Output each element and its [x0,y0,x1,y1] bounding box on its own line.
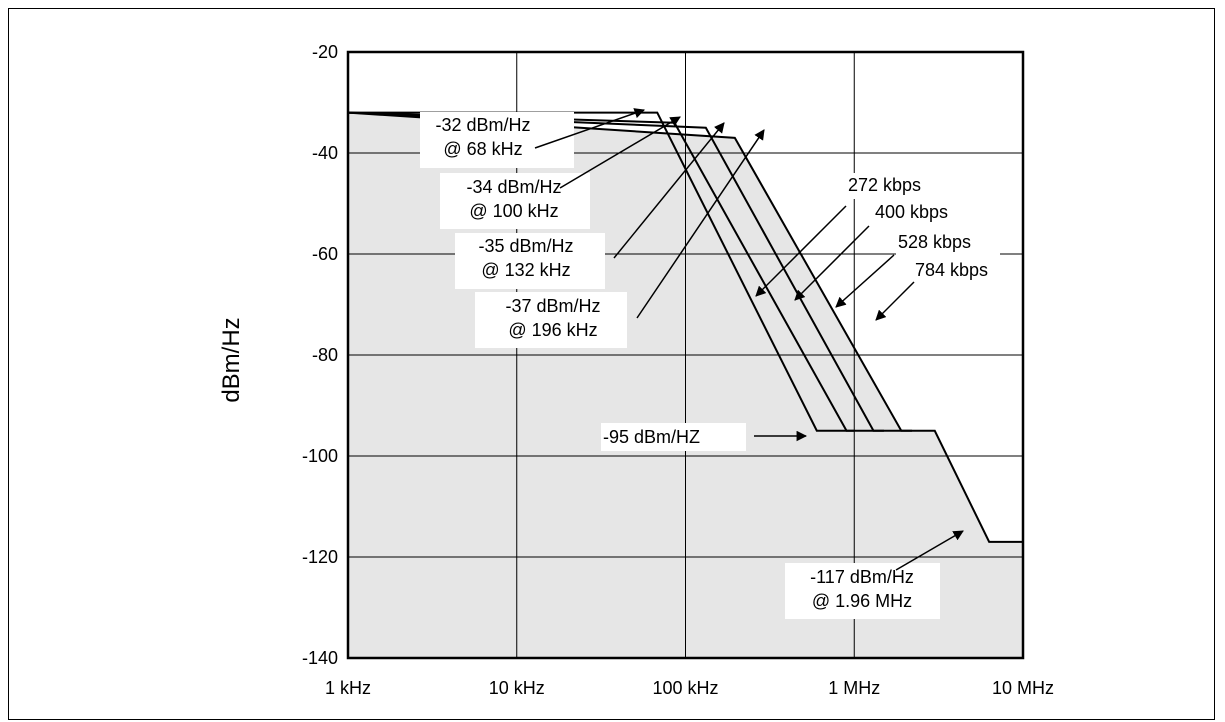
tick-layer: 1 kHz 10 kHz 100 kHz 1 MHz 10 MHz -20 -40 -60 -8… [302,42,1054,698]
annotation-layer: -32 dBm/Hz@ 68 kHz-34 dBm/Hz@ 100 kHz-35… [420,108,1017,619]
annotation-5: -95 dBm/HZ [601,423,808,451]
annotation-6: -117 dBm/Hz @ 1.96 MHz [785,530,964,619]
annotation-box [896,230,1000,256]
annotation-text: @ 132 kHz [481,260,570,280]
series-line-4 [347,111,1023,543]
annotation-arrow [636,129,765,319]
annotation-box [475,292,627,348]
figure-frame [8,8,1215,720]
annotation-box [785,563,940,619]
annotation-text: 784 kbps [915,260,988,280]
y-tick-label: -20 [312,42,338,62]
annotation-text: 528 kbps [898,232,971,252]
annotation-box [455,233,605,289]
annotation-text: @ 196 kHz [508,320,597,340]
annotation-text: @ 1.96 MHz [812,591,912,611]
annotation-10: 784 kbps [875,258,1017,321]
y-tick-label: -40 [312,143,338,163]
annotation-arrow [559,116,681,189]
y-tick-label: -60 [312,244,338,264]
annotation-arrow [835,254,895,308]
x-tick-label: 1 kHz [325,678,371,698]
annotation-arrow [794,225,870,301]
annotation-4: -37 dBm/Hz @ 196 kHz [475,129,765,348]
annotation-box [846,173,950,199]
annotation-arrow [895,530,964,571]
annotation-box [873,200,977,226]
annotation-arrow [755,205,847,297]
annotation-1: -32 dBm/Hz @ 68 kHz [420,108,645,168]
annotation-2: -34 dBm/Hz @ 100 kHz [440,116,681,229]
plot-border [346,50,1025,660]
annotation-7: 272 kbps [755,173,950,297]
annotation-text: 400 kbps [875,202,948,222]
annotation-text: -95 dBm/HZ [603,427,700,447]
annotation-text: @ 100 kHz [469,201,558,221]
annotation-text: -37 dBm/Hz [505,296,600,316]
y-tick-label: -100 [302,446,338,466]
grid-layer [346,50,1025,660]
annotation-text: -35 dBm/Hz [478,236,573,256]
annotation-text: -34 dBm/Hz [466,177,561,197]
annotation-8: 400 kbps [794,200,977,301]
annotation-arrow [875,281,915,321]
annotation-box [913,258,1017,284]
y-tick-label: -120 [302,547,338,567]
x-tick-label: 1 MHz [828,678,880,698]
annotation-box [440,173,590,229]
annotation-arrow [534,108,645,149]
x-tick-label: 100 kHz [652,678,718,698]
annotation-text: -117 dBm/Hz [810,567,914,587]
y-tick-label: -140 [302,648,338,668]
annotation-3: -35 dBm/Hz @ 132 kHz [455,122,725,289]
annotation-text: @ 68 kHz [443,139,522,159]
annotation-box [601,423,746,451]
annotation-9: 528 kbps [835,230,1000,308]
x-tick-label: 10 kHz [489,678,545,698]
x-tick-label: 10 MHz [992,678,1054,698]
y-tick-label: -80 [312,345,338,365]
annotation-text: 272 kbps [848,175,921,195]
annotation-box [420,112,574,168]
annotation-arrow [613,122,725,259]
annotation-text: -32 dBm/Hz [435,115,530,135]
